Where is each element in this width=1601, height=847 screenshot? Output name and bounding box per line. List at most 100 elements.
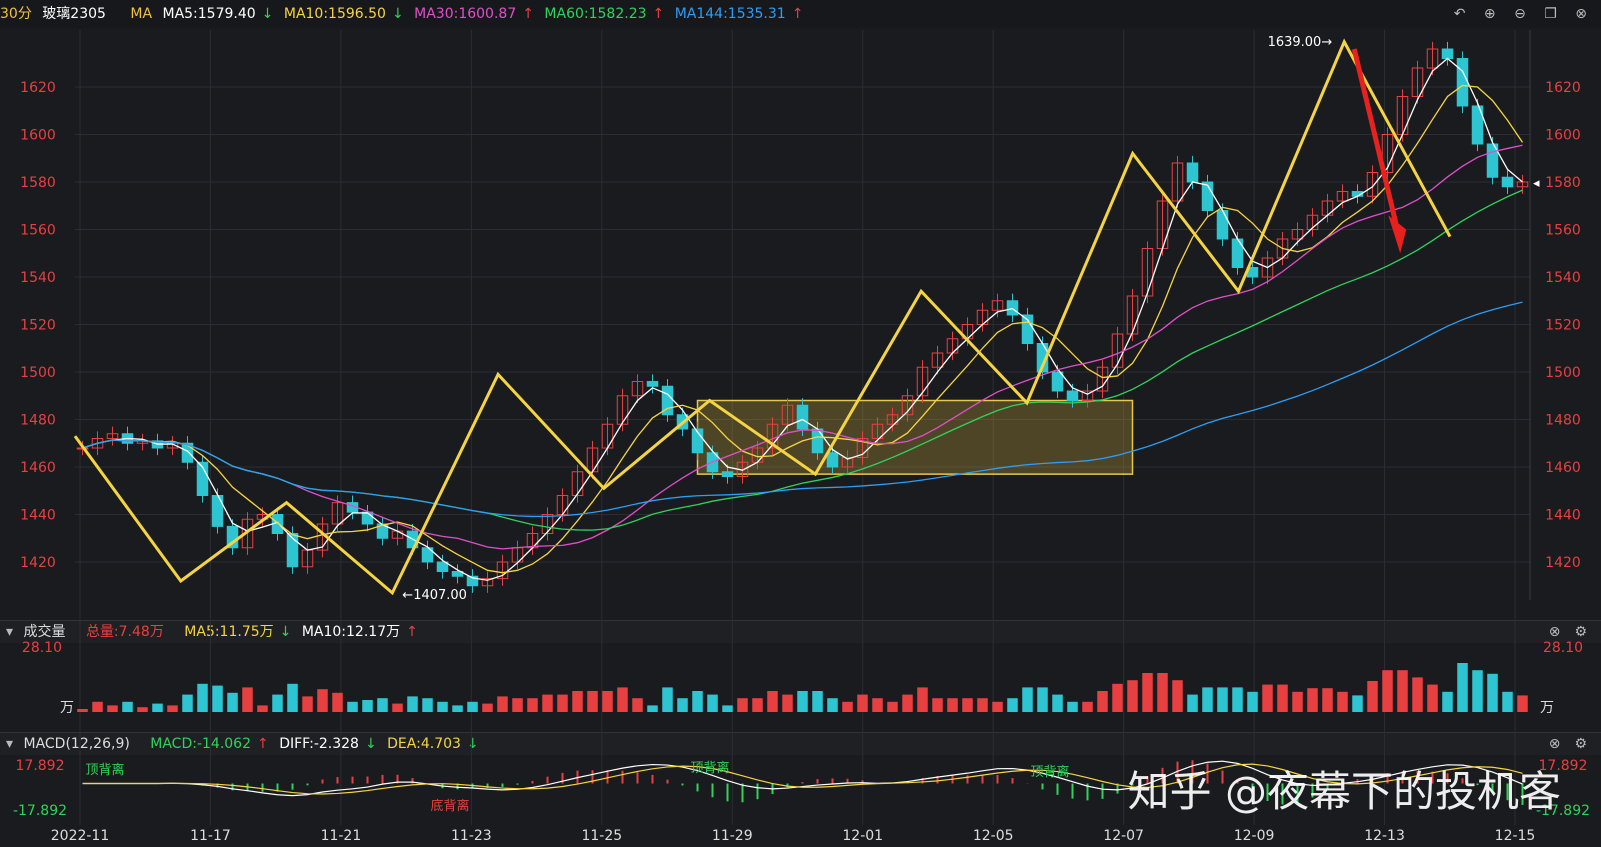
settings-icon[interactable]: ⚙: [1574, 624, 1587, 640]
volume-bar: [1247, 691, 1258, 712]
volume-bar: [92, 701, 103, 712]
volume-bar: [887, 701, 898, 712]
volume-bar: [632, 698, 643, 712]
ma5-value: MA5:1579.40: [162, 6, 256, 22]
y-tick-label-left: 1500: [20, 365, 56, 381]
volume-bar: [1427, 684, 1438, 712]
volume-bar: [1112, 683, 1123, 712]
candle-body: [1471, 105, 1484, 145]
divergence-label: 底背离: [430, 798, 469, 814]
y-tick-label-right: 1600: [1545, 128, 1581, 144]
volume-bar: [857, 694, 868, 712]
volume-bar: [752, 698, 763, 712]
current-price-marker: ◂: [1533, 176, 1540, 191]
zoom-in-icon[interactable]: ⊕: [1483, 6, 1496, 22]
candle-body: [886, 414, 899, 425]
y-tick-label-right: 1580: [1545, 175, 1581, 191]
candle-body: [1381, 134, 1394, 173]
volume-bar: [1352, 695, 1363, 712]
volume-title: 成交量: [23, 624, 66, 640]
candle-body: [1141, 248, 1154, 297]
candle-body: [451, 571, 464, 577]
zoom-out-icon[interactable]: ⊖: [1514, 6, 1526, 22]
volume-bar: [1262, 684, 1273, 712]
candle-body: [616, 395, 629, 425]
x-tick-label: 12-13: [1364, 828, 1405, 844]
candle-body: [1441, 48, 1454, 59]
volume-bar: [152, 703, 163, 712]
volume-bar: [1022, 687, 1033, 712]
settings-icon[interactable]: ⚙: [1574, 736, 1587, 752]
volume-bar: [917, 687, 928, 712]
volume-bar: [107, 705, 118, 712]
x-tick-label: 12-09: [1234, 828, 1275, 844]
volume-bar: [227, 692, 238, 712]
candle-body: [241, 518, 254, 549]
y-tick-label-left: 1440: [20, 508, 56, 524]
macd-dea: DEA:4.703: [387, 736, 461, 752]
ma-label: MA: [130, 6, 153, 22]
y-tick-label-left: 1520: [20, 318, 56, 334]
divergence-label: 顶背离: [690, 760, 729, 776]
collapse-icon[interactable]: ▾: [6, 736, 14, 752]
volume-bar: [137, 707, 148, 712]
watermark: 知乎 @夜幕下的投机客: [1127, 767, 1561, 816]
volume-bar: [1037, 687, 1048, 712]
divergence-label: 顶背离: [85, 762, 124, 778]
volume-bar: [722, 705, 733, 712]
macd-diff: DIFF:-2.328: [279, 736, 359, 752]
volume-unit: 万: [60, 700, 74, 716]
red-arrow-line: [1351, 48, 1399, 226]
volume-bar: [542, 694, 553, 712]
candle-body: [631, 381, 644, 397]
volume-bar: [692, 691, 703, 712]
candle-body: [1081, 390, 1094, 401]
collapse-icon[interactable]: ▾: [6, 624, 14, 640]
close-icon[interactable]: ⊗: [1548, 624, 1561, 640]
volume-bar: [1127, 680, 1138, 712]
volume-bar: [77, 709, 88, 712]
volume-bar: [1502, 691, 1513, 712]
candle-body: [1126, 295, 1139, 335]
volume-bar: [767, 691, 778, 712]
volume-bar: [467, 701, 478, 712]
volume-bar: [1292, 691, 1303, 712]
volume-bar: [557, 694, 568, 712]
close-icon[interactable]: ⊗: [1575, 6, 1587, 22]
undo-icon[interactable]: ↶: [1453, 6, 1466, 22]
volume-bar: [992, 701, 1003, 712]
x-tick-label: 11-17: [190, 828, 231, 844]
volume-bar: [1487, 673, 1498, 712]
y-tick-label-right: 1540: [1545, 270, 1581, 286]
volume-bar: [272, 694, 283, 712]
candle-body: [991, 300, 1004, 311]
y-tick-label-right: 1520: [1545, 318, 1581, 334]
volume-bar: [257, 705, 268, 712]
down-arrow-icon: ↓: [364, 736, 377, 752]
ma10-value: MA10:1596.50: [283, 6, 386, 22]
candle-body: [181, 442, 194, 463]
candle-body: [646, 381, 659, 387]
volume-bar: [1052, 694, 1063, 712]
volume-bar: [1277, 684, 1288, 712]
volume-bar: [962, 698, 973, 712]
volume-bar: [242, 687, 253, 712]
y-tick-label-right: 1420: [1545, 555, 1581, 571]
candle-body: [856, 438, 869, 458]
up-arrow-icon: ↑: [522, 6, 534, 22]
candle-body: [811, 428, 824, 454]
chart-header: 30分 玻璃2305 MA MA5:1579.40 ↓ MA10:1596.50 ↓…: [0, 0, 1601, 28]
close-icon[interactable]: ⊗: [1548, 736, 1561, 752]
volume-bar: [362, 700, 373, 712]
volume-bar: [617, 687, 628, 712]
volume-bar: [1007, 698, 1018, 712]
x-tick-label: 11-29: [712, 828, 753, 844]
volume-unit-right: 万: [1540, 700, 1554, 716]
candle-body: [1501, 176, 1514, 188]
period-label[interactable]: 30分: [0, 6, 32, 22]
candle-body: [1366, 172, 1379, 197]
volume-bar: [782, 694, 793, 712]
window-icon[interactable]: ❐: [1544, 6, 1557, 22]
x-tick-label: 12-15: [1495, 828, 1536, 844]
